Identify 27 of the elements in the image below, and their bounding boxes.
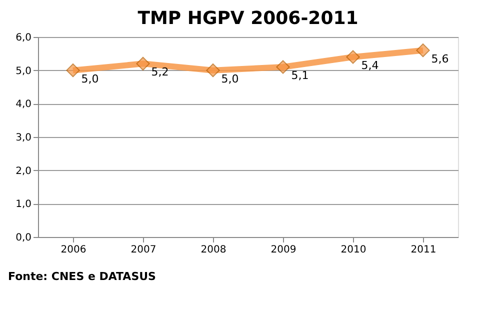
point (136, 56, 150, 70)
y-tick-label: 3,0 (16, 132, 32, 144)
y-tick-label: 0,0 (16, 232, 32, 244)
y-tick-label: 5,0 (16, 66, 32, 77)
y-tick-label: 2,0 (16, 166, 32, 177)
x-tick-label: 2011 (410, 244, 436, 256)
point (206, 64, 220, 78)
data-label: 5,4 (361, 59, 379, 72)
point (276, 60, 290, 74)
data-label: 5,0 (81, 72, 99, 86)
x-tick-label: 2010 (340, 244, 366, 256)
point (346, 50, 360, 64)
point (416, 44, 430, 58)
data-label: 5,0 (221, 72, 239, 86)
x-tick-label: 2007 (130, 244, 156, 256)
point (66, 64, 80, 78)
y-tick-label: 4,0 (16, 99, 32, 110)
x-tick-label: 2006 (60, 244, 86, 256)
x-tick-label: 2008 (200, 244, 226, 256)
source-note: Fonte: CNES e DATASUS (8, 270, 156, 283)
x-tick-label: 2009 (270, 244, 296, 256)
y-tick-label: 1,0 (16, 199, 32, 210)
chart-title: TMP HGPV 2006-2011 (138, 8, 358, 29)
data-label: 5,1 (291, 69, 309, 82)
y-tick-label: 6,0 (16, 32, 32, 44)
data-label: 5,2 (151, 66, 169, 79)
data-label: 5,6 (431, 52, 449, 66)
